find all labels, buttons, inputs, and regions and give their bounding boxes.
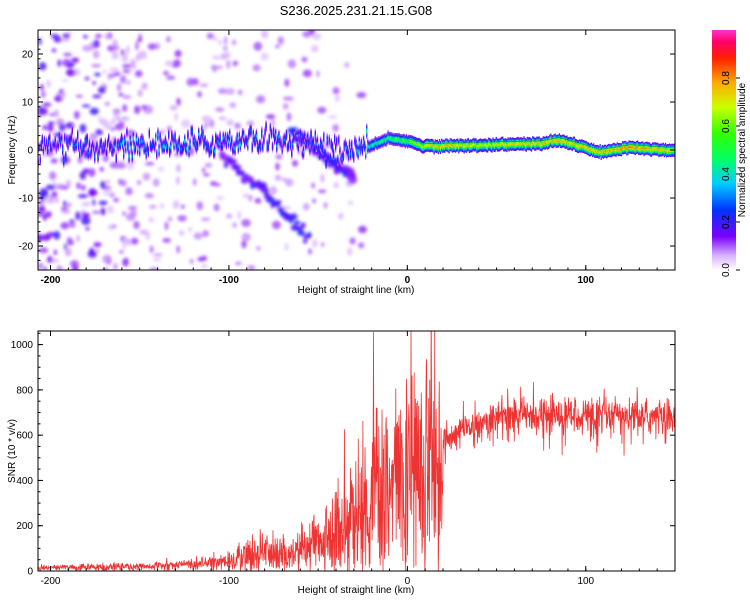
colorbar: 0.0 0.2 0.4 0.6 0.8 Normalized spectral ampl… [712, 30, 748, 277]
colorbar-tick-label: 0.2 [721, 215, 732, 229]
colorbar-tick-label: 0.6 [721, 119, 732, 133]
spectrogram-y-tick-label: 0 [27, 146, 33, 157]
spectrogram-y-tick-label: 20 [22, 50, 34, 61]
spectrogram-y-tick-label: -10 [19, 194, 34, 205]
snr-y-tick-label: 600 [16, 431, 33, 442]
colorbar-tick-label: 0.0 [721, 263, 732, 277]
spectrogram-x-tick-label: 100 [577, 275, 594, 286]
colorbar-label: Normalized spectral amplitude [737, 82, 748, 217]
snr-y-axis-label: SNR (10 * v/v) [7, 419, 18, 483]
snr-x-tick-label: 0 [405, 576, 411, 587]
snr-x-tick-label: 100 [577, 576, 594, 587]
snr-y-tick-label: 1000 [11, 340, 34, 351]
snr-plot-area [38, 331, 675, 571]
colorbar-tick-label: 0.8 [721, 71, 732, 85]
spectrogram-x-tick-label: -100 [219, 275, 239, 286]
snr-y-tick-label: 200 [16, 521, 33, 532]
colorbar-gradient [712, 30, 736, 270]
spectrogram-y-tick-label: 10 [22, 98, 34, 109]
chart-title: S236.2025.231.21.15.G08 [280, 3, 433, 18]
snr-series-line [38, 331, 675, 571]
spectrogram-y-axis-label: Frequency (Hz) [7, 116, 18, 185]
colorbar-tick-label: 0.4 [721, 167, 732, 181]
spectrogram-x-axis-label: Height of straight line (km) [298, 285, 415, 296]
snr-x-tick-label: -100 [219, 576, 239, 587]
spectrogram-y-tick-label: -20 [19, 242, 34, 253]
spectrogram-x-tick-label: -200 [40, 275, 60, 286]
snr-y-tick-label: 800 [16, 385, 33, 396]
snr-frame [37, 330, 676, 572]
spectrogram-x-tick-label: 0 [405, 275, 411, 286]
snr-y-tick-label: 0 [27, 567, 33, 578]
spectrogram-ridge-line [371, 134, 675, 150]
snr-x-axis-label: Height of straight line (km) [298, 585, 415, 596]
snr-y-tick-label: 400 [16, 476, 33, 487]
spectrogram-ridge-layer [38, 120, 675, 170]
colorbar-ticks: 0.0 0.2 0.4 0.6 0.8 [721, 71, 740, 277]
spectrogram-heat-layer [38, 30, 675, 270]
snr-x-tick-label: -200 [40, 576, 60, 587]
